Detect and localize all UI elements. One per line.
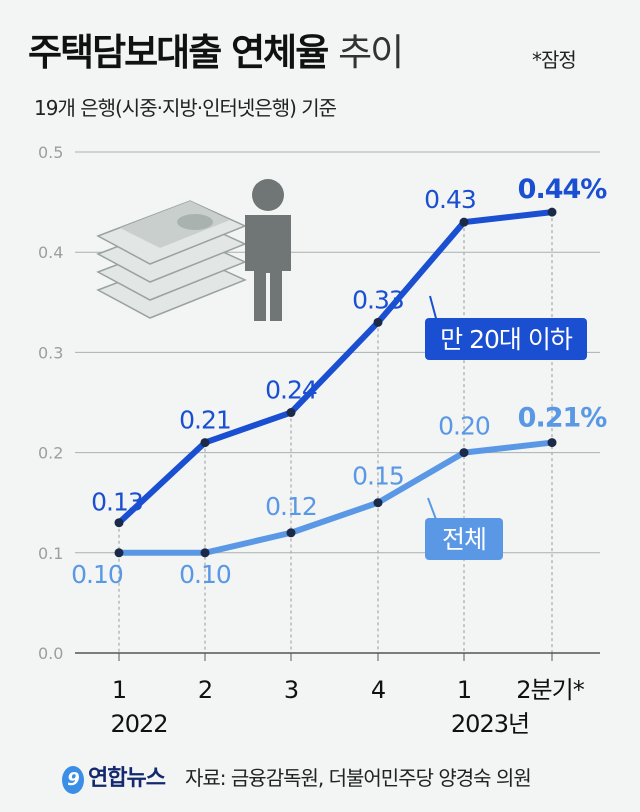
y-tick-label: 0.5 <box>38 143 63 162</box>
source-note: 자료: 금융감독원, 더불어민주당 양경숙 의원 <box>185 766 532 790</box>
data-point <box>114 518 124 528</box>
person-icon <box>245 179 291 321</box>
data-label: 0.33 <box>352 285 404 314</box>
y-tick-label: 0.3 <box>38 343 63 362</box>
data-label: 0.13 <box>91 488 143 517</box>
x-tick-label: 3 <box>284 676 298 704</box>
x-tick-label: 2 <box>198 676 212 704</box>
data-label: 0.44% <box>518 174 608 205</box>
data-point <box>200 438 210 448</box>
y-tick-label: 0.1 <box>38 544 63 563</box>
data-point <box>547 207 557 217</box>
data-point <box>459 448 469 458</box>
year-label: 2023년 <box>451 710 529 738</box>
data-label: 0.10 <box>179 560 231 589</box>
title-bold: 주택담보대출 연체율 <box>28 31 329 74</box>
data-point <box>373 317 383 327</box>
chart-subtitle: 19개 은행(시중·지방·인터넷은행) 기준 <box>34 96 337 120</box>
data-label: 0.24 <box>265 376 317 405</box>
data-point <box>286 408 296 418</box>
callout-line <box>429 295 438 323</box>
data-label: 0.21% <box>518 403 608 434</box>
y-tick-label: 0.0 <box>38 644 63 663</box>
data-point <box>547 438 557 448</box>
legend-label: 만 20대 이하 <box>440 325 573 354</box>
x-tick-label: 1 <box>457 676 471 704</box>
yonhap-logo: 9 연합뉴스 <box>62 760 166 794</box>
chart-title: 주택담보대출 연체율 추이 <box>28 22 404 76</box>
data-point <box>200 548 210 558</box>
logo-text: 연합뉴스 <box>88 766 166 791</box>
series-line <box>116 209 553 525</box>
y-tick-label: 0.2 <box>38 444 63 463</box>
title-light: 추이 <box>338 31 404 74</box>
data-label: 0.21 <box>179 406 231 435</box>
logo-icon: 9 <box>62 766 84 794</box>
provisional-note: *잠정 <box>532 48 577 72</box>
money-illustration <box>96 200 247 319</box>
x-tick-label: 4 <box>371 676 385 704</box>
legend-box <box>425 318 587 360</box>
data-label: 0.20 <box>438 412 490 441</box>
data-point <box>114 548 124 558</box>
year-label: 2022 <box>110 710 167 738</box>
data-label: 0.43 <box>424 185 476 214</box>
y-tick-label: 0.4 <box>38 243 63 262</box>
legend-box <box>425 518 503 560</box>
data-label: 0.15 <box>352 462 404 491</box>
series-line <box>119 439 553 556</box>
data-point <box>286 528 296 538</box>
legend-label: 전체 <box>442 525 486 554</box>
x-tick-label: 1 <box>112 676 126 704</box>
data-label: 0.12 <box>265 492 317 521</box>
data-point <box>459 217 469 227</box>
data-point <box>373 498 383 508</box>
x-tick-label: 2분기* <box>516 676 584 704</box>
data-label: 0.10 <box>71 560 123 589</box>
